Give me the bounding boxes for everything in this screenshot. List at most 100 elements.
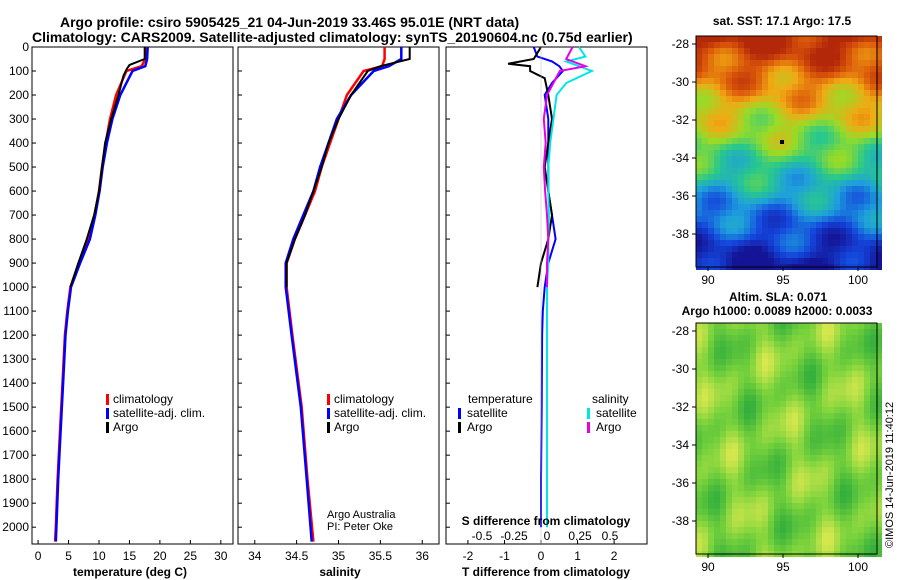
sla-map-cell <box>870 497 876 503</box>
sst-map-cell <box>714 126 720 132</box>
salinity-series <box>284 47 411 542</box>
sla-map-cell <box>780 485 786 491</box>
sst-map-cell <box>798 102 804 108</box>
sst-map-cell <box>726 108 732 114</box>
sla-map-cell <box>870 431 876 437</box>
sla-map-cell <box>822 533 828 539</box>
sla-map-cell <box>780 407 786 413</box>
sla-map-cell <box>768 389 774 395</box>
sla-map-cell <box>858 455 864 461</box>
sst-map-cell <box>780 156 786 162</box>
sst-map-cell <box>774 102 780 108</box>
depth-tick-label: 600 <box>9 184 29 198</box>
sla-map-cell <box>828 347 834 353</box>
sla-map-cell <box>804 491 810 497</box>
sla-map-cell <box>774 341 780 347</box>
sst-map-cell <box>738 210 744 216</box>
sla-map-cell <box>780 335 786 341</box>
sla-map-cell <box>870 491 876 497</box>
sla-map-cell <box>828 353 834 359</box>
sla-map-cell <box>738 521 744 527</box>
sla-map-cell <box>816 377 822 383</box>
sla-map-cell <box>858 485 864 491</box>
sla-map-cell <box>786 449 792 455</box>
sst-map-cell <box>810 258 816 264</box>
sla-map-cell <box>714 527 720 533</box>
s-tick-label: -0.25 <box>500 529 528 543</box>
sla-map-cell <box>792 341 798 347</box>
credit-line-1: Argo Australia <box>327 509 396 521</box>
sst-map-cell <box>858 84 864 90</box>
sla-map-cell <box>816 383 822 389</box>
sst-map-cell <box>750 168 756 174</box>
sla-map-cell <box>702 539 708 545</box>
sla-map-cell <box>864 341 870 347</box>
sst-map-cell <box>792 90 798 96</box>
sst-map-cell <box>798 150 804 156</box>
sla-map-cell <box>792 503 798 509</box>
sst-map-cell <box>774 198 780 204</box>
legend-climatology: climatology <box>113 392 173 406</box>
sla-map-cell <box>792 533 798 539</box>
sst-map-cell <box>696 222 702 228</box>
sst-map-cell <box>708 246 714 252</box>
sla-map-cell <box>798 539 804 545</box>
sla-map-cell <box>828 431 834 437</box>
sla-map-cell <box>840 533 846 539</box>
sla-map-cell <box>828 545 834 551</box>
sst-map-cell <box>708 216 714 222</box>
sla-map-cell <box>702 437 708 443</box>
sst-map-cell <box>708 168 714 174</box>
sla-map-cell <box>870 545 876 551</box>
sla-map-cell <box>726 395 732 401</box>
sla-map-cell <box>834 347 840 353</box>
sla-map-cell <box>792 329 798 335</box>
sst-map-cell <box>804 240 810 246</box>
sla-map-cell <box>798 323 804 329</box>
sla-map-cell <box>708 521 714 527</box>
sst-map-cell <box>834 126 840 132</box>
sla-map-cell <box>750 431 756 437</box>
sst-map-cell <box>870 162 876 168</box>
sst-map-cell <box>876 54 882 60</box>
sla-map-cell <box>810 407 816 413</box>
sst-map-cell <box>762 84 768 90</box>
sla-map-cell <box>828 341 834 347</box>
sst-map-cell <box>816 222 822 228</box>
sst-map-cell <box>708 204 714 210</box>
sst-map-cell <box>750 84 756 90</box>
sla-map-cell <box>828 497 834 503</box>
sst-map-cell <box>876 84 882 90</box>
sla-map-cell <box>780 437 786 443</box>
sst-map-cell <box>696 210 702 216</box>
sst-map-cell <box>708 222 714 228</box>
sla-map-cell <box>714 443 720 449</box>
sst-map-cell <box>714 180 720 186</box>
sla-map-cell <box>720 359 726 365</box>
sla-map-cell <box>786 491 792 497</box>
sla-map-cell <box>732 443 738 449</box>
sla-map-cell <box>774 365 780 371</box>
sla-map-cell <box>738 353 744 359</box>
sst-map-cell <box>780 246 786 252</box>
sla-map-cell <box>876 473 882 479</box>
sst-map-cell <box>726 258 732 264</box>
sst-map-cell <box>846 102 852 108</box>
sla-map-cell <box>732 323 738 329</box>
sla-map-cell <box>822 485 828 491</box>
sst-map-cell <box>846 186 852 192</box>
sst-map-cell <box>714 90 720 96</box>
sst-map-cell <box>726 144 732 150</box>
sst-map-cell <box>870 180 876 186</box>
sla-map-cell <box>774 485 780 491</box>
sst-map-cell <box>738 186 744 192</box>
sla-map-cell <box>780 323 786 329</box>
sla-map-cell <box>816 503 822 509</box>
sla-map-cell <box>804 449 810 455</box>
sst-map-cell <box>732 84 738 90</box>
sst-map-cell <box>756 120 762 126</box>
sla-map-cell <box>840 425 846 431</box>
sst-map-cell <box>774 150 780 156</box>
sst-map-cell <box>768 234 774 240</box>
sla-map-cell <box>696 371 702 377</box>
